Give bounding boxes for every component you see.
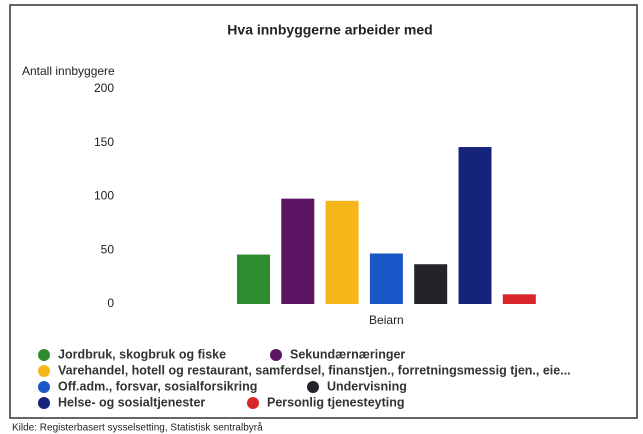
bar [414,264,448,304]
chart-title: Hva innbyggerne arbeider med [227,22,432,38]
legend-label: Jordbruk, skogbruk og fiske [58,347,226,361]
bar [369,253,403,304]
x-tick-label: Beiarn [369,313,404,327]
y-tick-label: 0 [107,296,114,310]
y-tick-label: 100 [94,189,114,203]
legend-marker [247,397,259,409]
legend-label: Undervisning [327,379,407,393]
legend-marker [38,349,50,361]
legend-marker [38,365,50,377]
y-tick-label: 50 [101,242,115,256]
legend-marker [307,381,319,393]
legend-label: Personlig tjenesteyting [267,395,405,409]
legend-marker [38,381,50,393]
frame [9,4,638,419]
legend-label: Varehandel, hotell og restaurant, samfer… [58,363,571,377]
bar [502,294,536,304]
source: Kilde: Registerbasert sysselsetting, Sta… [12,422,263,434]
legend-marker [38,397,50,409]
legend-marker [270,349,282,361]
bar [237,254,270,304]
bar [325,200,359,304]
bar [281,198,315,304]
y-tick-label: 200 [94,81,114,95]
legend-label: Helse- og sosialtjenester [58,395,205,409]
y-axis-label: Antall innbyggere [22,64,115,78]
bar [458,147,492,304]
y-tick-label: 150 [94,135,114,149]
legend-label: Sekundærnæringer [290,347,405,361]
legend-label: Off.adm., forsvar, sosialforsikring [58,379,257,393]
